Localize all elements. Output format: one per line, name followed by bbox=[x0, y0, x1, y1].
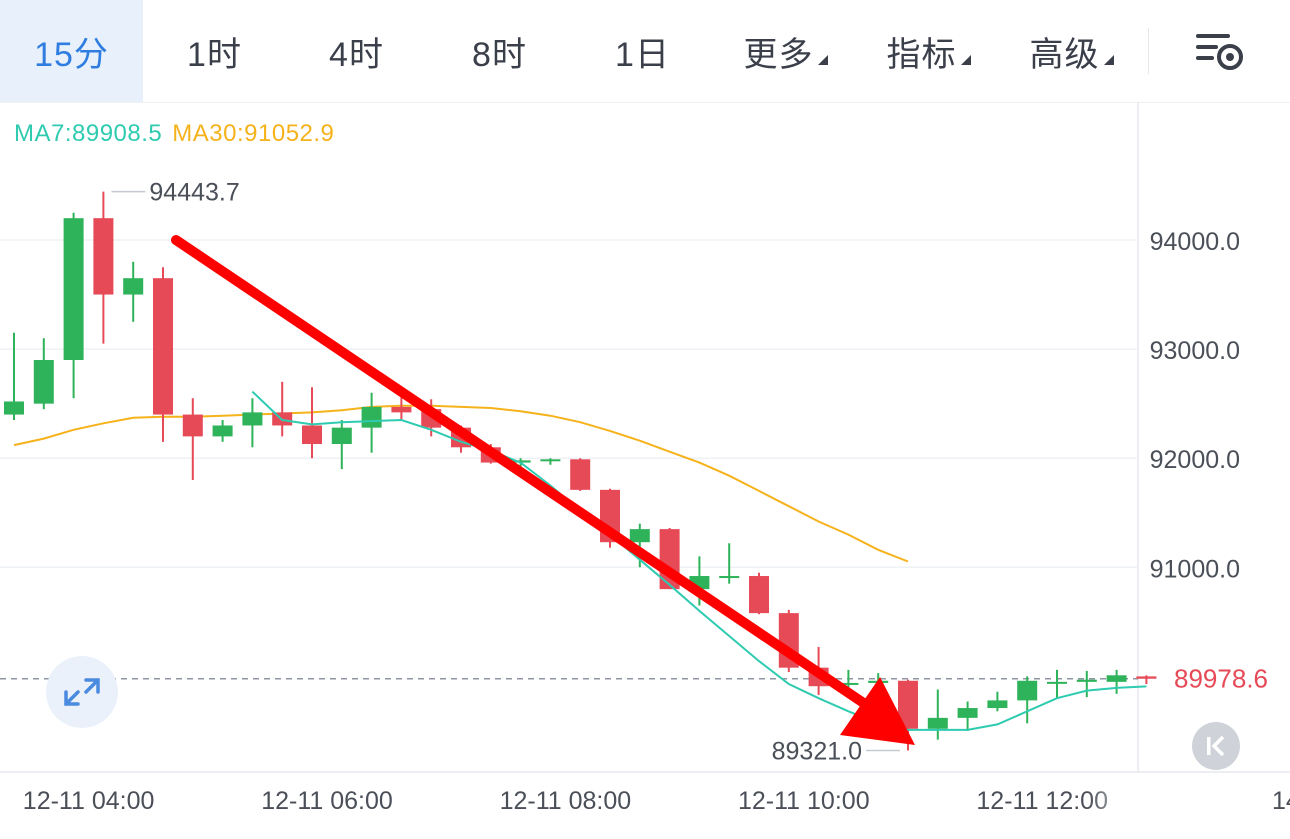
candle-body bbox=[361, 406, 382, 428]
candle-body bbox=[123, 278, 144, 295]
tabbar-divider bbox=[1148, 28, 1149, 74]
low-price-label: 89321.0 bbox=[772, 737, 862, 765]
candle-body bbox=[93, 218, 114, 295]
tab-label: 1日 bbox=[615, 35, 670, 74]
candle-body bbox=[1017, 680, 1038, 701]
candle-body bbox=[1047, 681, 1067, 684]
dropdown-caret-icon bbox=[960, 55, 971, 65]
last-price-label: 89978.6 bbox=[1174, 664, 1268, 694]
tab-label: 4时 bbox=[329, 35, 384, 74]
tab-label: 高级 bbox=[1029, 35, 1100, 74]
high-price-label: 94443.7 bbox=[149, 179, 239, 207]
x-tick-label: 12-11 12:00 bbox=[976, 787, 1108, 815]
ma7-line bbox=[251, 390, 1147, 731]
candle-body bbox=[629, 529, 650, 543]
tab-6[interactable]: 更多 bbox=[714, 0, 857, 102]
tab-4[interactable]: 8时 bbox=[428, 0, 571, 102]
y-tick-label: 93000.0 bbox=[1150, 337, 1240, 365]
tab-2[interactable]: 1时 bbox=[143, 0, 286, 102]
candle-body bbox=[1136, 676, 1157, 679]
candle-body bbox=[4, 401, 24, 415]
tab-5[interactable]: 1日 bbox=[571, 0, 714, 102]
annotation-arrow-head bbox=[840, 677, 915, 745]
tab-label: 8时 bbox=[472, 35, 527, 74]
tab-7[interactable]: 指标 bbox=[857, 0, 1000, 102]
candle-body bbox=[540, 459, 561, 462]
scroll-to-latest-button[interactable] bbox=[1192, 722, 1240, 770]
candle-body bbox=[957, 708, 978, 718]
candle-body bbox=[1106, 675, 1127, 682]
candle-body bbox=[391, 406, 412, 413]
tab-3[interactable]: 4时 bbox=[285, 0, 428, 102]
y-tick-label: 94000.0 bbox=[1150, 228, 1240, 256]
candle-body bbox=[719, 576, 740, 579]
tab-label: 指标 bbox=[886, 35, 957, 74]
x-axis-fade bbox=[1088, 782, 1270, 820]
x-tick-label-cut: 14 bbox=[1272, 787, 1290, 815]
x-tick-label: 12-11 06:00 bbox=[261, 787, 393, 815]
scroll-to-latest-icon bbox=[1207, 735, 1225, 757]
tab-label: 更多 bbox=[743, 35, 814, 74]
candle-body bbox=[153, 278, 173, 415]
dropdown-caret-icon bbox=[817, 55, 828, 65]
expand-button[interactable] bbox=[46, 656, 118, 728]
x-tick-label: 12-11 04:00 bbox=[23, 787, 155, 815]
x-tick-label: 12-11 10:00 bbox=[738, 787, 870, 815]
candle-body bbox=[898, 680, 918, 729]
annotation-arrow-shaft bbox=[171, 235, 873, 711]
tab-1[interactable]: 15分 bbox=[0, 0, 143, 102]
candlestick-chart[interactable]: 94000.0 93000.0 92000.0 91000.0 12-11 04:00 1… bbox=[0, 102, 1290, 839]
candle-body bbox=[987, 700, 1008, 709]
candle-body bbox=[33, 360, 54, 404]
tab-8[interactable]: 高级 bbox=[1000, 0, 1143, 102]
expand-icon bbox=[64, 678, 100, 706]
ma30-value: MA30:91052.9 bbox=[172, 120, 335, 147]
candle-body bbox=[1076, 679, 1097, 682]
tab-label: 15分 bbox=[34, 35, 109, 74]
y-tick-label: 92000.0 bbox=[1150, 446, 1240, 474]
candle-body bbox=[182, 414, 203, 437]
timeframe-tabbar: 15分 1时 4时 8时 1日 更多 指标 高级 bbox=[0, 0, 1290, 103]
candle-body bbox=[927, 717, 948, 729]
candle-body bbox=[242, 412, 263, 426]
ma-legend: MA7:89908.5 MA30:91052.9 bbox=[14, 120, 344, 148]
candle-body bbox=[749, 576, 769, 614]
chart-settings-icon[interactable] bbox=[1190, 26, 1246, 76]
candle-body bbox=[302, 425, 322, 445]
tab-label: 1时 bbox=[187, 35, 242, 74]
candle-body bbox=[63, 218, 84, 361]
y-tick-label: 91000.0 bbox=[1150, 555, 1240, 583]
candle-body bbox=[838, 682, 859, 685]
dropdown-caret-icon bbox=[1103, 55, 1114, 65]
candle-body bbox=[212, 425, 233, 437]
candle-body bbox=[510, 460, 531, 463]
ma7-value: MA7:89908.5 bbox=[14, 120, 163, 147]
candle-body bbox=[331, 427, 352, 445]
candle-body bbox=[570, 459, 591, 490]
x-tick-label: 12-11 08:00 bbox=[500, 787, 632, 815]
